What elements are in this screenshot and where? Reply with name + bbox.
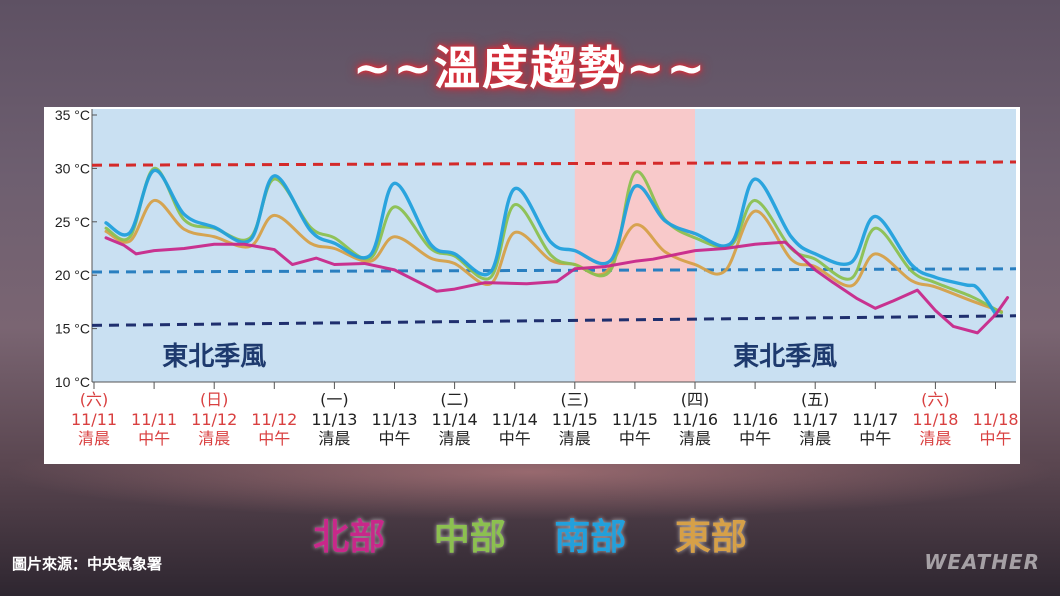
x-tick-period: 清晨 [799,429,831,448]
x-tick-day: (三) [561,390,590,409]
legend-south: 南部 [554,517,627,558]
x-tick-date: 11/16 [672,410,718,429]
reference-line [91,160,1017,167]
x-tick-period: 清晨 [919,429,951,448]
x-tick-period: 中午 [138,429,170,448]
x-tick-date: 11/15 [612,410,658,429]
x-tick-date: 11/16 [732,410,778,429]
temperature-chart: 10 °C15 °C20 °C25 °C30 °C35 °C (六)11/11清… [55,107,1019,448]
x-tick-period: 清晨 [78,429,110,448]
x-tick-period: 清晨 [679,429,711,448]
annotations: 東北季風 東北季風 [162,342,837,372]
x-tick-date: 11/18 [912,410,958,429]
x-tick-day: (六) [80,390,109,409]
x-tick-date: 11/12 [191,410,237,429]
x-tick-period: 清晨 [559,429,591,448]
legend-north: 北部 [313,517,386,558]
x-tick-date: 11/11 [71,410,117,429]
y-tick-label: 15 °C [55,321,90,337]
x-tick-period: 中午 [859,429,891,448]
x-tick-date: 11/12 [251,410,297,429]
x-tick-date: 11/14 [492,410,538,429]
x-tick-day: (六) [921,390,950,409]
x-tick-period: 中午 [619,429,651,448]
series-line-南部 [104,168,998,316]
y-tick-label: 20 °C [55,267,90,283]
x-tick-day: (二) [440,390,469,409]
image-credit: 圖片來源：中央氣象署 [12,555,163,573]
x-tick-period: 中午 [979,429,1011,448]
annotation-monsoon: 東北季風 [733,342,837,372]
x-tick-date: 11/11 [131,410,177,429]
x-tick-period: 清晨 [318,429,350,448]
annotation-monsoon: 東北季風 [162,342,266,372]
x-tick-period: 清晨 [439,429,471,448]
x-axis: (六)11/11清晨11/11中午(日)11/12清晨11/12中午(一)11/… [71,381,1019,448]
series-line-北部 [104,236,1010,335]
legend-central: 中部 [433,517,506,558]
x-tick-day: (日) [200,390,229,409]
x-tick-date: 11/18 [972,410,1018,429]
x-tick-day: (五) [801,390,830,409]
x-tick-date: 11/13 [371,410,417,429]
x-tick-day: (一) [320,390,349,409]
x-tick-period: 中午 [378,429,410,448]
x-tick-date: 11/13 [311,410,357,429]
x-tick-day: (四) [681,390,710,409]
x-tick-period: 清晨 [198,429,230,448]
page-title: ~~溫度趨勢~~ [352,41,708,95]
y-tick-label: 10 °C [55,374,90,390]
x-tick-period: 中午 [499,429,531,448]
reference-line [91,314,1017,327]
y-tick-label: 25 °C [55,214,90,230]
x-tick-date: 11/17 [792,410,838,429]
shaded-band [574,109,695,382]
x-tick-date: 11/15 [552,410,598,429]
x-tick-period: 中午 [258,429,290,448]
series-lines [104,166,1010,335]
chart-panel: 10 °C 15 °C 20 °C 25 °C 30 °C 35 °C (六) 11/11 清… [44,107,1020,464]
y-axis: 10 °C 15 °C 20 °C 25 °C 30 °C 35 °C [55,107,97,390]
legend: 北部 中部 南部 東部 [0,508,1060,560]
brand-logo: WEATHER [924,550,1040,574]
legend-east: 東部 [674,517,747,558]
x-tick-period: 中午 [739,429,771,448]
y-tick-label: 35 °C [55,107,90,123]
x-tick-date: 11/17 [852,410,898,429]
y-tick-label: 30 °C [55,160,90,176]
x-tick-date: 11/14 [432,410,478,429]
